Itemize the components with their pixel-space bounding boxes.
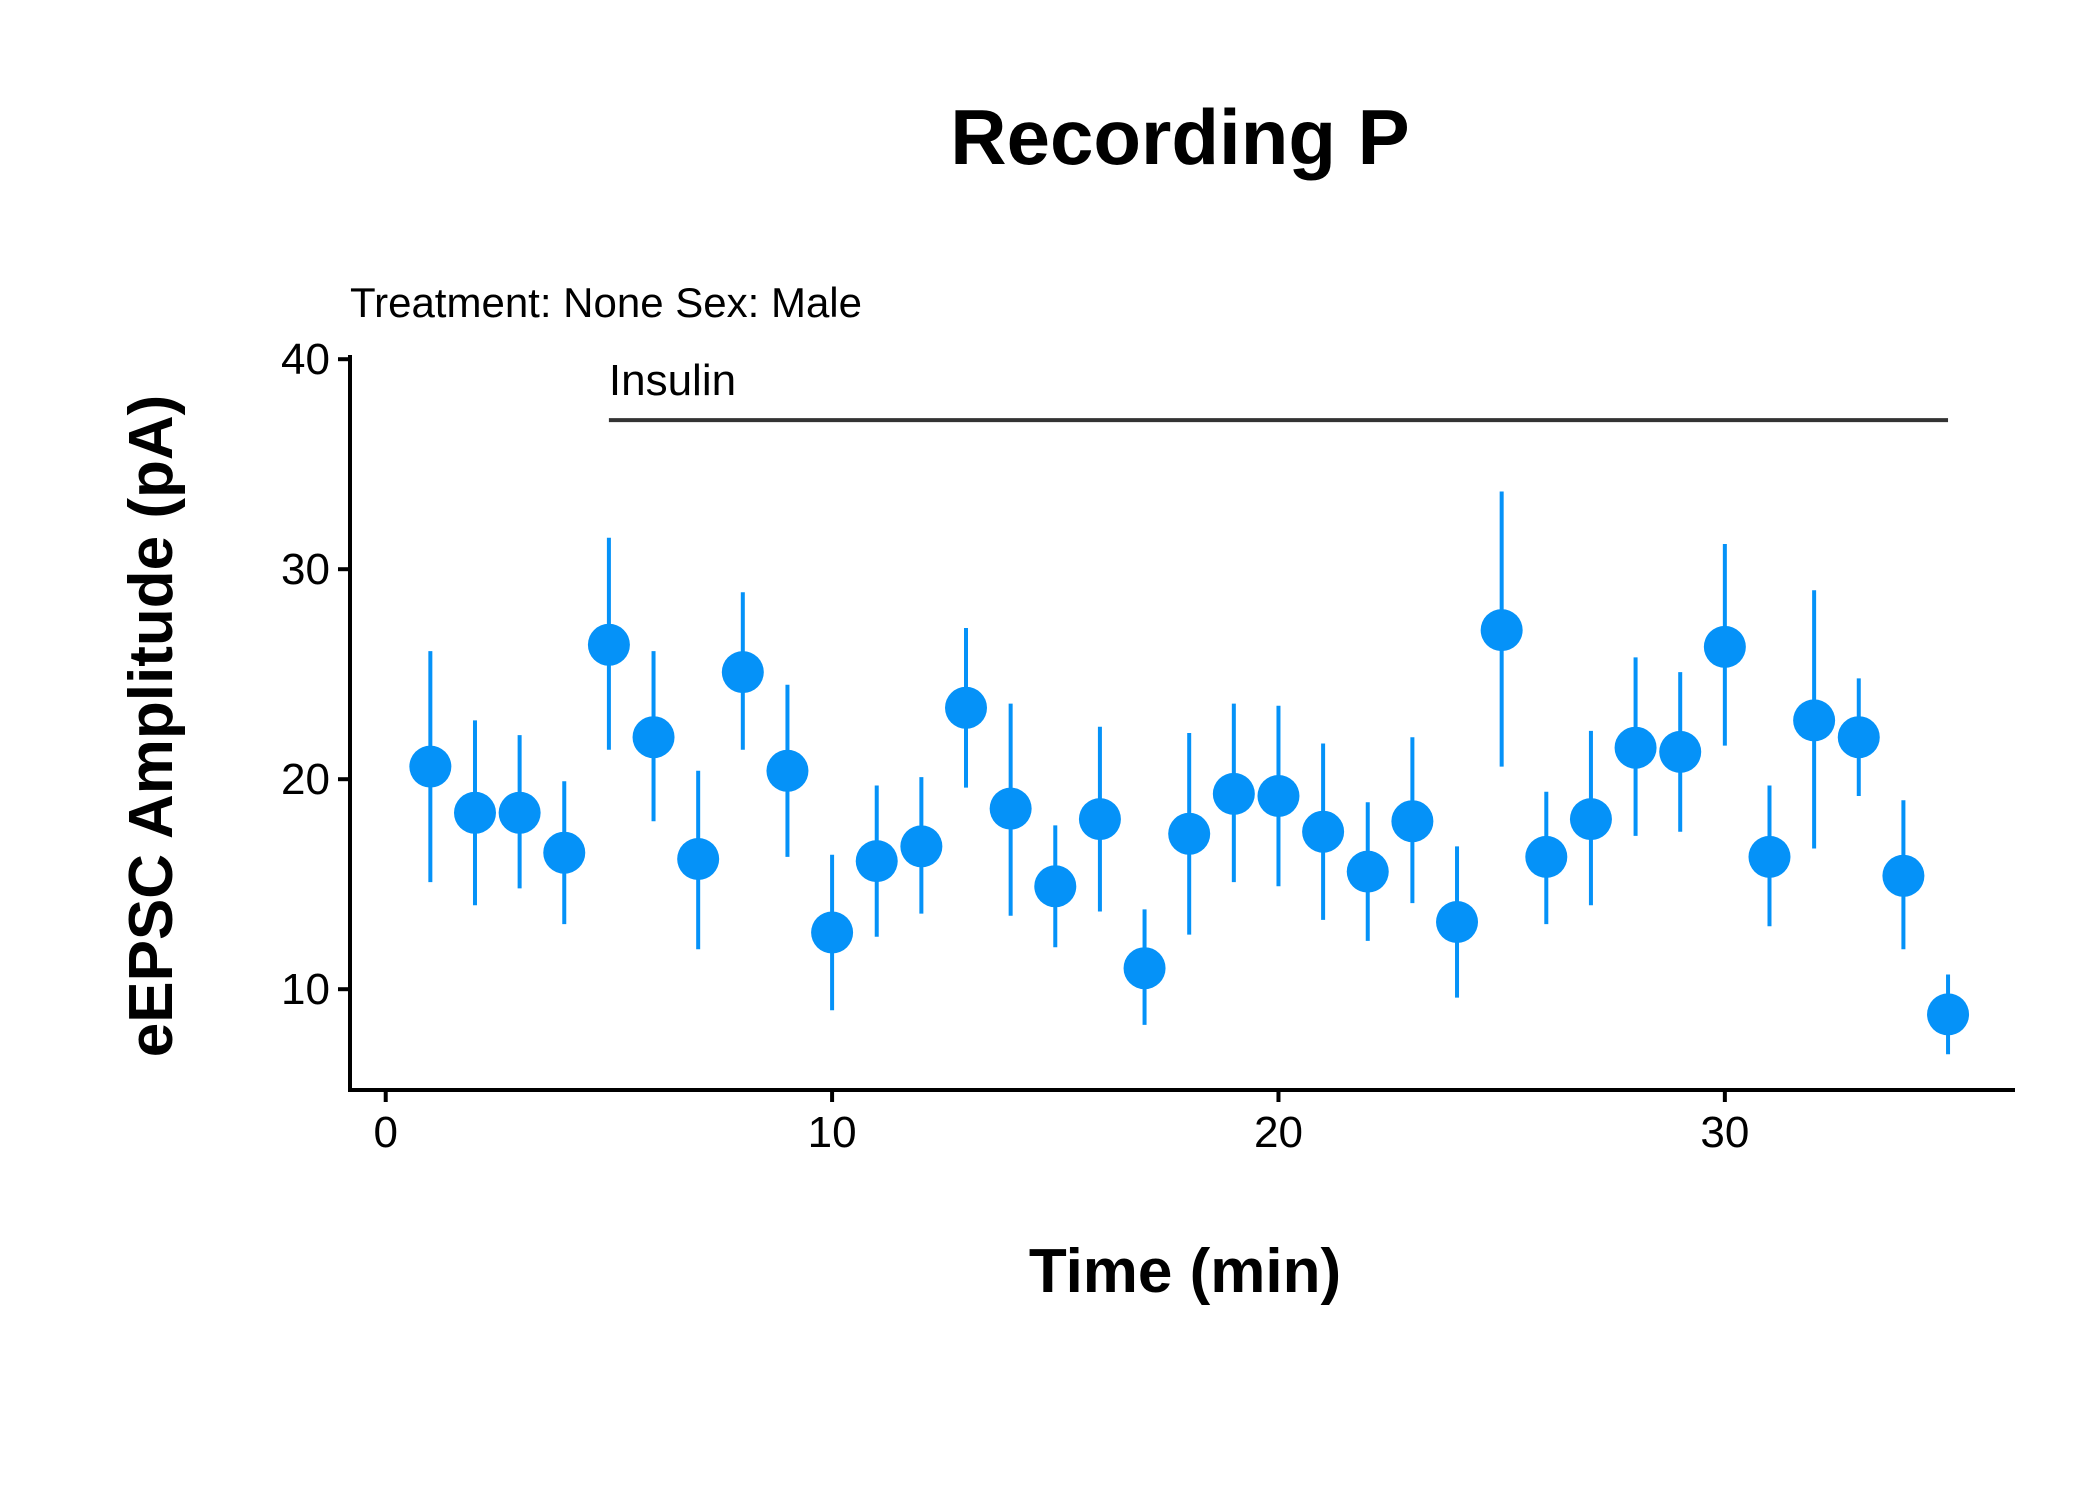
data-point xyxy=(1436,901,1479,943)
x-tick-label: 0 xyxy=(373,1108,397,1157)
data-point xyxy=(587,623,630,666)
insulin-label: Insulin xyxy=(609,356,736,405)
data-point xyxy=(1123,947,1166,990)
data-point xyxy=(855,840,898,883)
data-point xyxy=(1614,726,1657,769)
data-point xyxy=(498,791,541,834)
y-ticks: 10 20 30 40 xyxy=(281,335,350,1014)
chart-subtitle: Treatment: None Sex: Male xyxy=(350,279,862,326)
data-point xyxy=(453,791,496,834)
data-point xyxy=(1257,775,1300,817)
x-ticks: 0 10 20 30 xyxy=(373,1090,1749,1157)
data-point xyxy=(1927,993,1970,1036)
x-axis-title: Time (min) xyxy=(1029,1237,1341,1306)
data-point xyxy=(945,686,988,729)
data-point xyxy=(1346,850,1389,893)
data-point xyxy=(1569,798,1612,841)
data-point xyxy=(543,831,586,874)
x-tick-label: 10 xyxy=(808,1108,857,1157)
data-point xyxy=(1078,798,1121,841)
y-tick-label: 10 xyxy=(281,965,330,1014)
data-point xyxy=(811,911,854,954)
data-point xyxy=(409,745,452,788)
data-point xyxy=(1837,716,1880,759)
data-point xyxy=(1212,772,1255,815)
data-point xyxy=(1659,730,1702,773)
data-point xyxy=(1480,609,1523,652)
data-point xyxy=(721,651,764,694)
data-point xyxy=(1793,699,1836,742)
data-point xyxy=(900,825,943,868)
data-point xyxy=(1703,625,1746,668)
data-point xyxy=(1748,835,1791,878)
data-point xyxy=(632,716,675,759)
data-point xyxy=(1391,800,1434,843)
y-tick-label: 40 xyxy=(281,335,330,384)
y-axis-title: eEPSC Amplitude (pA) xyxy=(117,395,186,1058)
y-tick-label: 30 xyxy=(281,545,330,594)
data-point xyxy=(766,749,809,792)
y-tick-label: 20 xyxy=(281,755,330,804)
x-tick-label: 20 xyxy=(1254,1108,1303,1157)
data-point xyxy=(1302,810,1345,853)
data-point xyxy=(1168,812,1211,855)
data-point xyxy=(677,838,720,880)
data-point xyxy=(989,787,1032,830)
data-point xyxy=(1034,865,1077,908)
data-point xyxy=(1882,854,1925,897)
x-tick-label: 30 xyxy=(1700,1108,1749,1157)
insulin-annotation: Insulin xyxy=(608,356,1949,423)
chart-title: Recording P xyxy=(950,93,1409,181)
data-points xyxy=(409,609,1970,1036)
data-point xyxy=(1525,835,1568,878)
error-bars xyxy=(428,491,1951,1055)
